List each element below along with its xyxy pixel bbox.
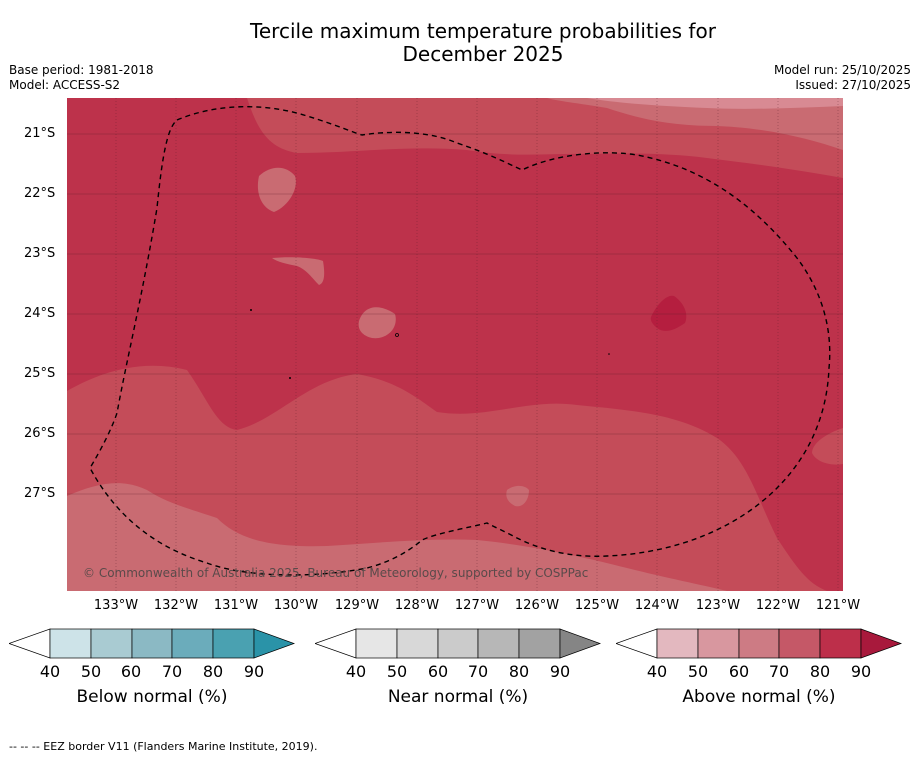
lon-label-122w: 122°W [755,598,801,613]
lon-label-127w: 127°W [454,598,500,613]
lat-label-24s: 24°S [24,306,56,321]
lon-label-123w: 123°W [695,598,741,613]
region-70-south [67,365,827,591]
cbar-above-seg-5 [819,628,862,659]
base-period: Base period: 1981-2018 [9,63,154,77]
island-b [289,377,291,379]
colorbar-near [315,628,602,659]
title-line-2: December 2025 [402,42,564,66]
eez-border [89,106,831,576]
cbar-near-tick-90: 90 [549,662,571,681]
lat-label-23s: 23°S [24,246,56,261]
colorbar-below [9,628,296,659]
cbar-above-tick-50: 50 [687,662,709,681]
blob-c [358,307,396,339]
cbar-near-seg-1 [355,628,398,659]
colorbar-above [616,628,903,659]
meta-right: Model run: 25/10/2025 Issued: 27/10/2025 [774,63,911,93]
cbar-above-seg-2 [697,628,740,659]
map-panel [67,98,843,591]
region-50-north [587,98,843,109]
cbar-above-tick-90: 90 [850,662,872,681]
copyright-notice: © Commonwealth of Australia 2025, Bureau… [83,566,589,580]
lon-label-132w: 132°W [153,598,199,613]
cbar-below-tick-60: 60 [120,662,142,681]
cbar-near-tick-50: 50 [386,662,408,681]
cbar-below-seg-2 [90,628,133,659]
cbar-near-tick-70: 70 [467,662,489,681]
probability-map [67,98,843,591]
colorbar-above-title: Above normal (%) [682,687,836,707]
cbar-near-seg-5 [518,628,561,659]
cbar-near-seg-3 [437,628,479,659]
blob-d [506,485,529,507]
lon-label-128w: 128°W [394,598,440,613]
colorbar-below-title: Below normal (%) [76,687,228,707]
cbar-below-seg-0 [9,628,51,659]
cbar-near-seg-2 [396,628,439,659]
cbar-below-tick-90: 90 [243,662,265,681]
meta-left: Base period: 1981-2018 Model: ACCESS-S2 [9,63,154,93]
lon-label-131w: 131°W [213,598,259,613]
cbar-above-tick-40: 40 [646,662,668,681]
cbar-above-tick-80: 80 [809,662,831,681]
cbar-above-tick-60: 60 [728,662,750,681]
colorbar-near-title: Near normal (%) [387,687,529,707]
cbar-near-tick-60: 60 [427,662,449,681]
lat-label-27s: 27°S [24,486,56,501]
cbar-below-tick-50: 50 [80,662,102,681]
region-60-north [547,98,843,150]
title-line-1: Tercile maximum temperature probabilitie… [250,19,716,43]
cbar-near-seg-4 [477,628,520,659]
cbar-below-seg-6 [253,628,296,659]
cbar-near-tick-40: 40 [345,662,367,681]
model-name: Model: ACCESS-S2 [9,78,121,92]
cbar-below-seg-3 [131,628,173,659]
island-d [608,353,610,355]
cbar-near-seg-0 [315,628,357,659]
cbar-near-tick-80: 80 [508,662,530,681]
lon-label-126w: 126°W [514,598,560,613]
region-90 [650,295,687,331]
gridlines [67,98,843,591]
cbar-below-seg-1 [49,628,92,659]
lon-label-121w: 121°W [815,598,861,613]
chart-title: Tercile maximum temperature probabilitie… [0,20,919,66]
lon-label-130w: 130°W [273,598,319,613]
lat-label-25s: 25°S [24,366,56,381]
lon-label-129w: 129°W [334,598,380,613]
island-c [395,333,399,337]
lat-label-21s: 21°S [24,126,56,141]
cbar-below-tick-80: 80 [202,662,224,681]
lat-label-22s: 22°S [24,186,56,201]
cbar-above-seg-1 [656,628,699,659]
issued-date: Issued: 27/10/2025 [795,78,911,92]
cbar-near-seg-6 [559,628,602,659]
blob-a [257,167,296,212]
cbar-below-tick-40: 40 [39,662,61,681]
region-70-east [812,428,843,465]
cbar-above-seg-0 [616,628,658,659]
eez-footnote: -- -- -- EEZ border V11 (Flanders Marine… [9,740,318,753]
cbar-below-seg-4 [171,628,214,659]
lon-label-124w: 124°W [634,598,680,613]
cbar-above-seg-6 [860,628,903,659]
blob-b [272,257,325,285]
island-a [250,309,252,311]
lat-label-26s: 26°S [24,426,56,441]
model-run: Model run: 25/10/2025 [773,63,911,77]
cbar-above-seg-4 [778,628,821,659]
cbar-below-tick-70: 70 [161,662,183,681]
cbar-below-seg-5 [212,628,255,659]
cbar-above-tick-70: 70 [768,662,790,681]
lon-label-125w: 125°W [574,598,620,613]
cbar-above-seg-3 [738,628,780,659]
region-60-south [67,483,727,591]
lon-label-133w: 133°W [93,598,139,613]
